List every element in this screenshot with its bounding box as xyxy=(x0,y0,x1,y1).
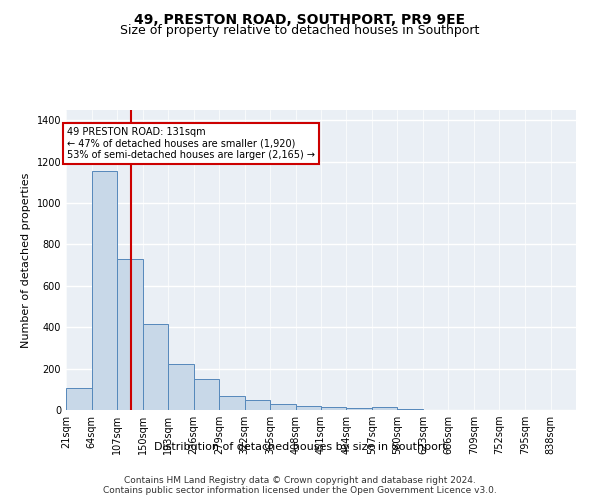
Bar xyxy=(117,259,143,410)
Bar xyxy=(296,406,321,410)
Bar xyxy=(193,379,219,410)
Bar xyxy=(245,400,270,410)
Bar xyxy=(346,408,372,410)
Bar xyxy=(397,409,423,410)
Text: 49, PRESTON ROAD, SOUTHPORT, PR9 9EE: 49, PRESTON ROAD, SOUTHPORT, PR9 9EE xyxy=(134,12,466,26)
Bar xyxy=(321,407,346,410)
Text: Contains HM Land Registry data © Crown copyright and database right 2024.
Contai: Contains HM Land Registry data © Crown c… xyxy=(103,476,497,495)
Bar xyxy=(219,396,245,410)
Bar xyxy=(91,171,117,410)
Bar xyxy=(143,324,168,410)
Bar xyxy=(372,407,397,410)
Text: 49 PRESTON ROAD: 131sqm
← 47% of detached houses are smaller (1,920)
53% of semi: 49 PRESTON ROAD: 131sqm ← 47% of detache… xyxy=(67,126,315,160)
Text: Size of property relative to detached houses in Southport: Size of property relative to detached ho… xyxy=(121,24,479,37)
Text: Distribution of detached houses by size in Southport: Distribution of detached houses by size … xyxy=(154,442,446,452)
Bar xyxy=(270,404,296,410)
Bar xyxy=(66,388,91,410)
Bar xyxy=(168,364,193,410)
Y-axis label: Number of detached properties: Number of detached properties xyxy=(21,172,31,348)
